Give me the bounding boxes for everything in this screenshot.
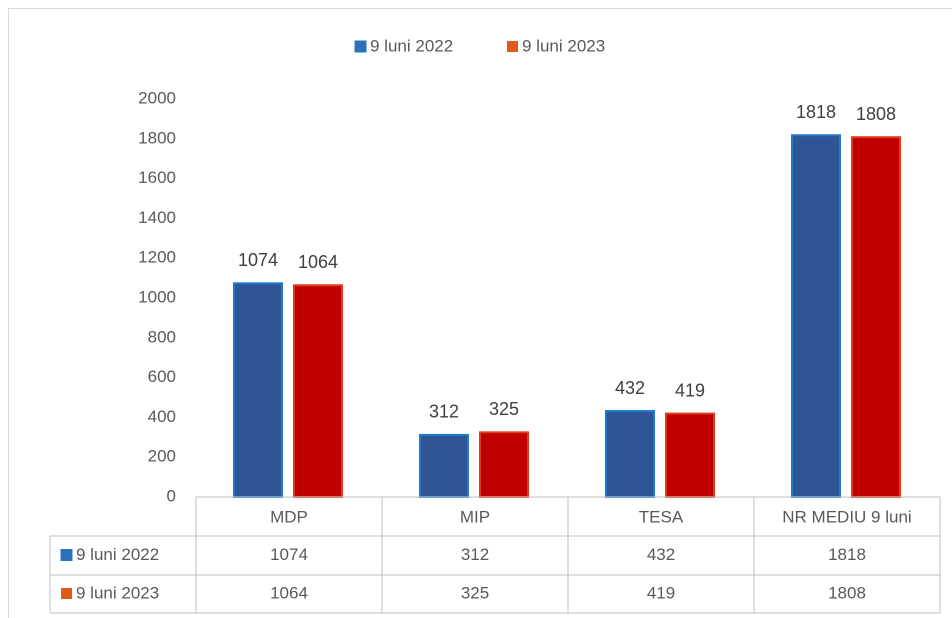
bar [605, 410, 655, 499]
y-tick-label: 1200 [138, 248, 176, 267]
y-tick-label: 1400 [138, 208, 176, 227]
table-cell: 312 [461, 545, 489, 564]
x-tick-label: TESA [639, 507, 684, 526]
legend-marker [354, 40, 367, 53]
x-tick-label: NR MEDIU 9 luni [782, 507, 911, 526]
y-tick-label: 1800 [138, 128, 176, 147]
bar [479, 431, 529, 499]
data-label: 325 [489, 399, 519, 419]
y-tick-label: 1000 [138, 287, 176, 306]
bar [419, 433, 469, 498]
legend-marker [507, 41, 518, 52]
y-tick-label: 1600 [138, 168, 176, 187]
bar [233, 282, 283, 498]
table-cell: 325 [461, 583, 489, 602]
table-cell: 1074 [270, 545, 308, 564]
y-tick-label: 2000 [138, 88, 176, 107]
legend-label: 9 luni 2022 [370, 36, 453, 55]
table-cell: 432 [647, 545, 675, 564]
x-tick-label: MDP [270, 507, 308, 526]
data-label: 312 [429, 402, 459, 422]
y-tick-label: 600 [148, 367, 176, 386]
table-row-label: 9 luni 2022 [76, 545, 159, 564]
table-marker [60, 549, 73, 561]
y-tick-label: 800 [148, 327, 176, 346]
data-label: 1064 [298, 252, 338, 272]
bar [851, 136, 901, 498]
data-label: 1818 [796, 102, 836, 122]
table-marker [61, 588, 72, 599]
table-row-label: 9 luni 2023 [76, 583, 159, 602]
table-cell: 419 [647, 583, 675, 602]
data-label: 1074 [238, 250, 278, 270]
bar [293, 284, 343, 498]
y-tick-label: 0 [167, 486, 176, 505]
table-cell: 1808 [828, 583, 866, 602]
bar [665, 412, 715, 498]
data-label: 432 [615, 378, 645, 398]
data-label: 419 [675, 380, 705, 400]
x-tick-label: MIP [460, 507, 490, 526]
y-tick-label: 400 [148, 407, 176, 426]
legend-label: 9 luni 2023 [522, 36, 605, 55]
bar [791, 134, 841, 499]
table-cell: 1818 [828, 545, 866, 564]
y-tick-label: 200 [148, 447, 176, 466]
table-cell: 1064 [270, 583, 308, 602]
data-label: 1808 [856, 104, 896, 124]
